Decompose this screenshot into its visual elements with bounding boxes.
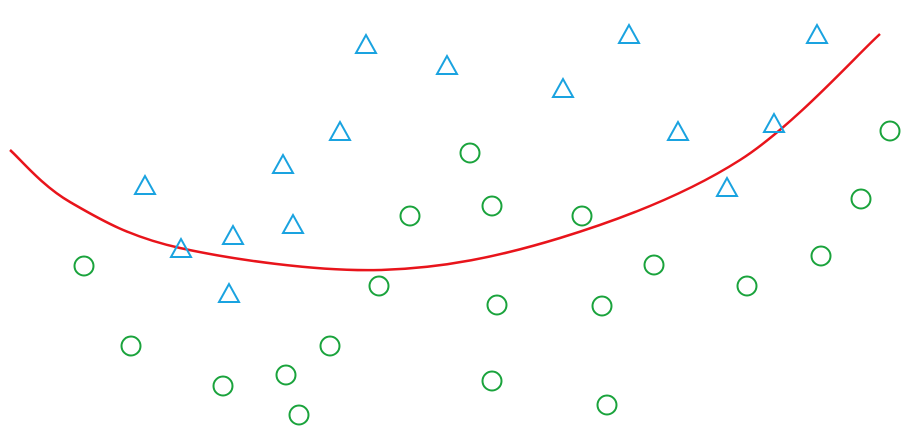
circle-point-16 xyxy=(275,364,297,386)
triangle-point-5 xyxy=(328,119,352,141)
triangle-point-10 xyxy=(715,175,739,197)
circle-point-2 xyxy=(850,188,872,210)
triangle-point-7 xyxy=(762,111,786,133)
circle-point-15 xyxy=(212,375,234,397)
triangle-point-11 xyxy=(221,223,245,245)
circle-point-7 xyxy=(643,254,665,276)
triangle-point-4 xyxy=(551,76,575,98)
triangle-point-2 xyxy=(617,22,641,44)
triangle-point-3 xyxy=(805,22,829,44)
triangle-point-8 xyxy=(271,152,295,174)
circle-point-4 xyxy=(481,195,503,217)
triangle-point-12 xyxy=(281,212,305,234)
triangle-point-13 xyxy=(169,236,193,258)
circle-point-1 xyxy=(459,142,481,164)
circle-point-18 xyxy=(288,404,310,426)
circle-point-11 xyxy=(591,295,613,317)
circle-point-3 xyxy=(399,205,421,227)
triangle-point-6 xyxy=(666,119,690,141)
circle-point-17 xyxy=(481,370,503,392)
circle-point-5 xyxy=(571,205,593,227)
circle-point-0 xyxy=(879,120,901,142)
circle-point-19 xyxy=(596,394,618,416)
triangle-point-1 xyxy=(435,53,459,75)
circle-point-13 xyxy=(120,335,142,357)
decision-boundary-curve xyxy=(9,33,881,272)
triangle-point-14 xyxy=(217,281,241,303)
triangle-point-9 xyxy=(133,173,157,195)
circle-point-10 xyxy=(486,294,508,316)
triangle-point-0 xyxy=(354,32,378,54)
circle-point-14 xyxy=(319,335,341,357)
circle-point-9 xyxy=(368,275,390,297)
circle-point-6 xyxy=(73,255,95,277)
circle-point-12 xyxy=(736,275,758,297)
circle-point-8 xyxy=(810,245,832,267)
